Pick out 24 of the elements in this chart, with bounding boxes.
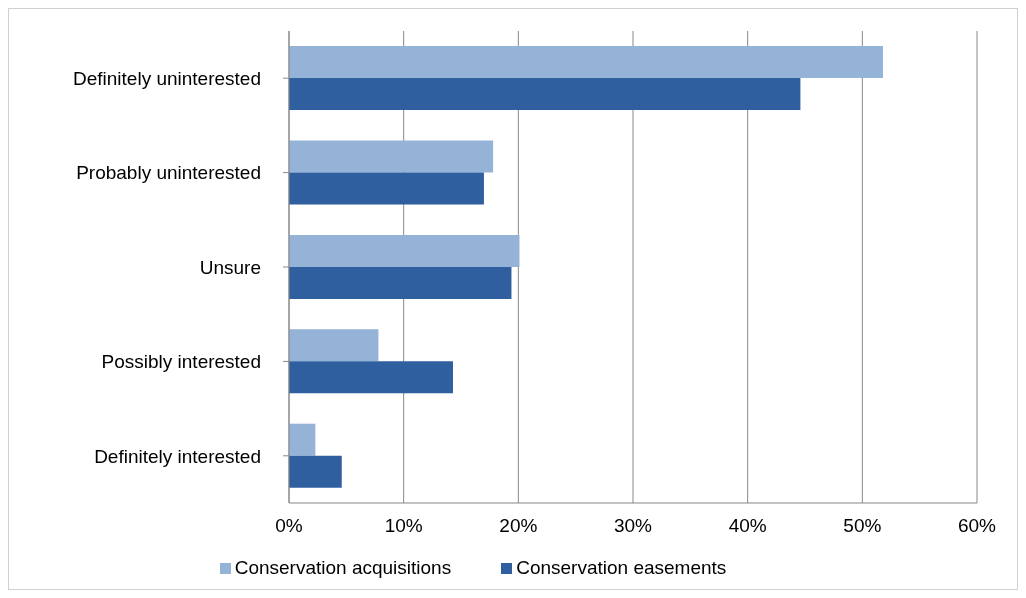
x-tick-label: 30% [613, 515, 653, 537]
bar [289, 234, 520, 267]
bar [289, 361, 453, 394]
bar [289, 329, 379, 362]
x-tick-label: 10% [384, 515, 423, 537]
x-tick-label: 60% [957, 515, 997, 537]
x-tick-label: 20% [499, 515, 538, 537]
x-tick-label: 40% [728, 515, 767, 537]
y-tick-label: Probably uninterested [76, 162, 261, 184]
y-tick-label: Definitely interested [94, 445, 261, 467]
bar [289, 46, 883, 79]
bar [289, 266, 512, 299]
y-tick-label: Definitely uninterested [73, 67, 261, 89]
bar [289, 140, 494, 173]
x-tick-label: 50% [843, 515, 882, 537]
bar [289, 423, 316, 456]
legend-label: Conservation acquisitions [234, 557, 452, 578]
bar [289, 78, 801, 111]
bar [289, 455, 342, 488]
x-tick-label: 0% [275, 515, 303, 537]
bar [289, 172, 484, 205]
legend-label: Conservation easements [516, 557, 727, 578]
y-tick-label: Unsure [199, 256, 261, 278]
y-tick-label: Possibly interested [101, 351, 261, 373]
